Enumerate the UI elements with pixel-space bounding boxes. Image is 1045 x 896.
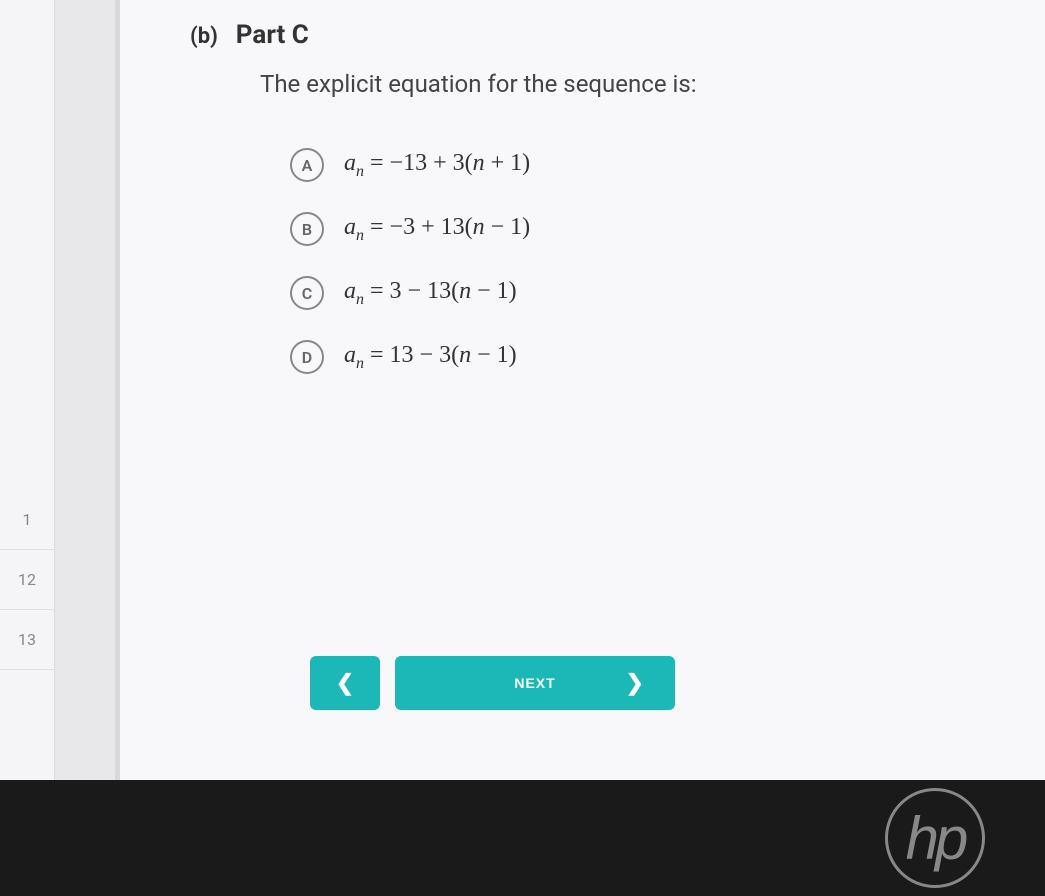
next-button[interactable]: NEXT ❯	[395, 656, 675, 710]
option-formula-c: an = 3 − 13(n − 1)	[344, 278, 517, 309]
hp-logo-icon: hp	[885, 788, 985, 888]
option-a[interactable]: A an = −13 + 3(n + 1)	[290, 148, 1005, 182]
sidebar: 1 12 13	[0, 0, 55, 780]
part-label: (b)	[190, 24, 218, 49]
sidebar-item-1[interactable]: 1	[0, 490, 54, 550]
option-formula-d: an = 13 − 3(n − 1)	[344, 342, 517, 373]
option-letter-b: B	[290, 212, 324, 246]
option-letter-a: A	[290, 148, 324, 182]
option-c[interactable]: C an = 3 − 13(n − 1)	[290, 276, 1005, 310]
option-letter-d: D	[290, 340, 324, 374]
nav-buttons: ❮ NEXT ❯	[310, 656, 675, 710]
sidebar-item-13[interactable]: 13	[0, 610, 54, 670]
option-formula-b: an = −3 + 13(n − 1)	[344, 214, 530, 245]
sidebar-item-12[interactable]: 12	[0, 550, 54, 610]
question-prompt: The explicit equation for the sequence i…	[260, 70, 1005, 98]
option-b[interactable]: B an = −3 + 13(n − 1)	[290, 212, 1005, 246]
laptop-bezel: hp	[0, 780, 1045, 896]
option-formula-a: an = −13 + 3(n + 1)	[344, 150, 530, 181]
part-title: Part C	[236, 20, 309, 50]
next-button-label: NEXT	[514, 675, 555, 691]
chevron-right-icon: ❯	[626, 670, 645, 696]
question-header: (b) Part C	[190, 20, 1005, 50]
chevron-left-icon: ❮	[336, 670, 354, 696]
option-letter-c: C	[290, 276, 324, 310]
options-list: A an = −13 + 3(n + 1) B an = −3 + 13(n −…	[290, 148, 1005, 374]
option-d[interactable]: D an = 13 − 3(n − 1)	[290, 340, 1005, 374]
main-content: (b) Part C The explicit equation for the…	[120, 0, 1045, 780]
prev-button[interactable]: ❮	[310, 656, 380, 710]
